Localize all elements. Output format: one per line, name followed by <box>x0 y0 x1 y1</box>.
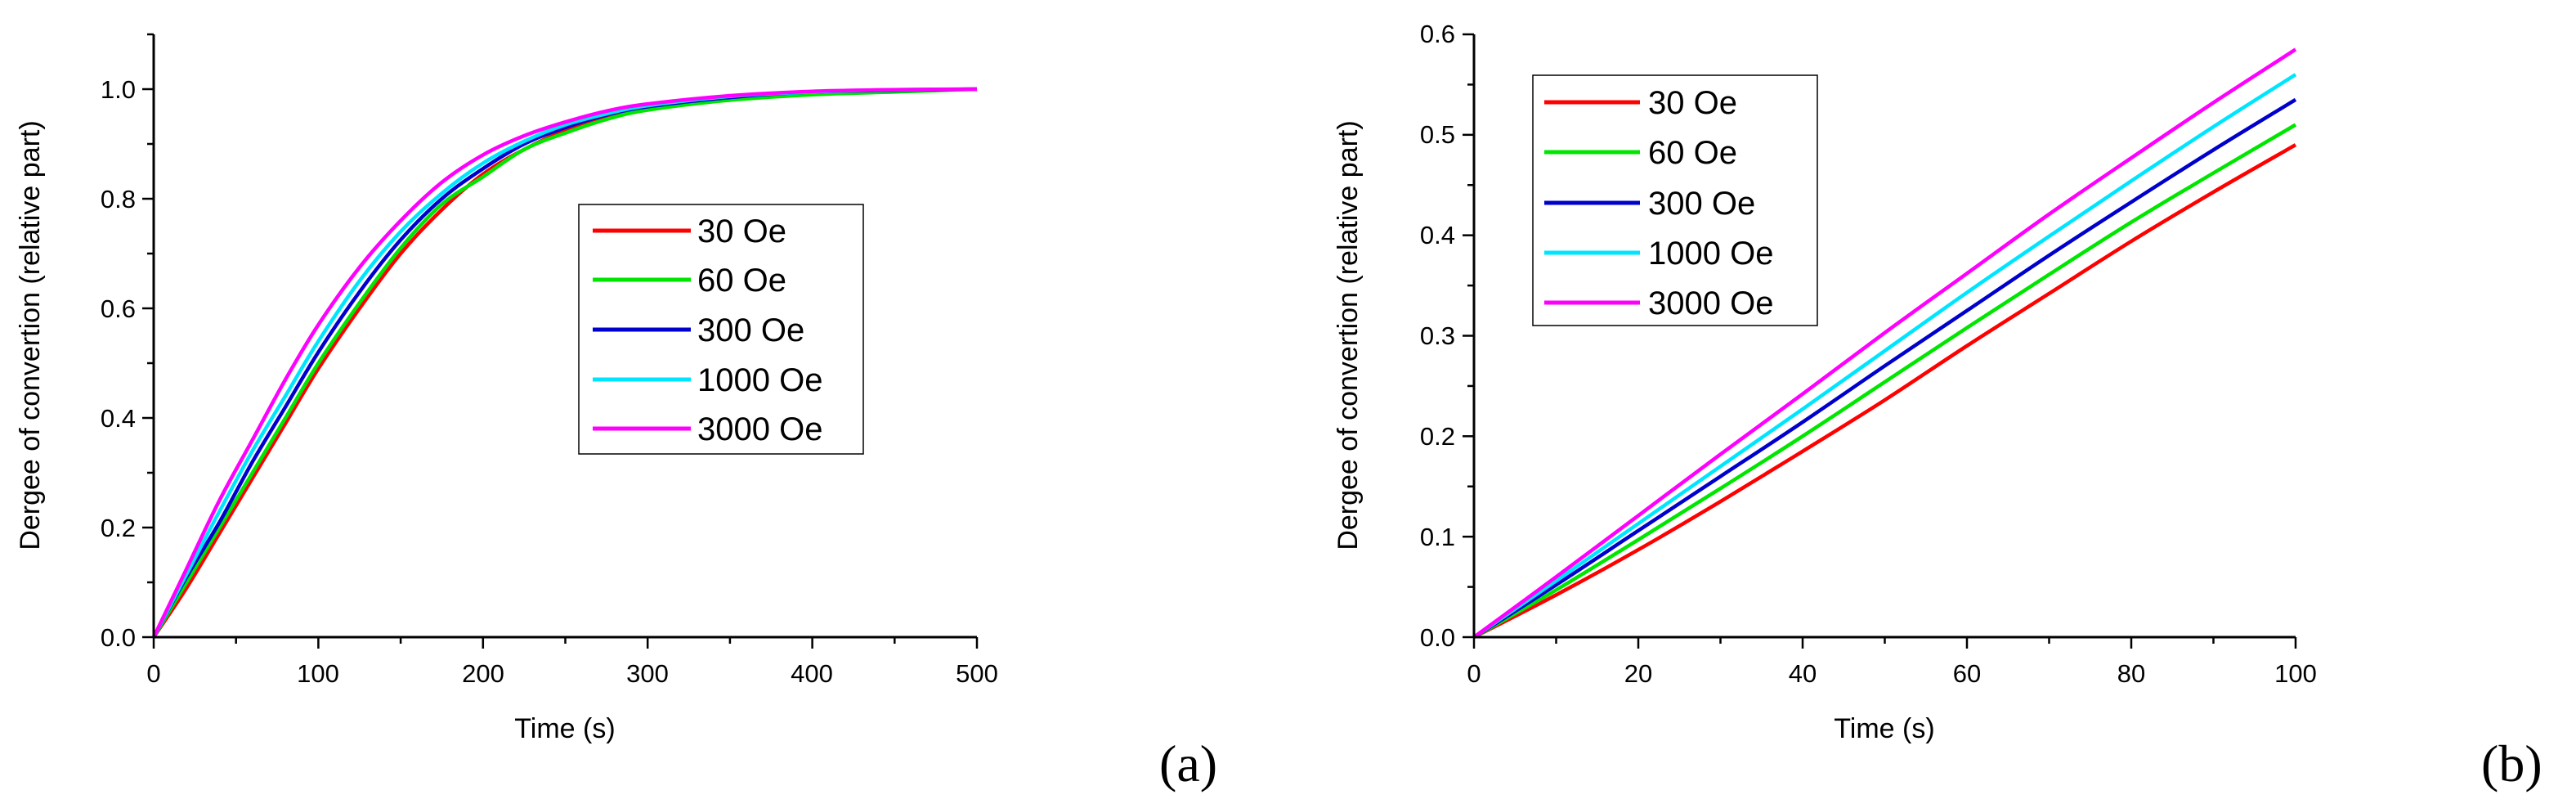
panel-b-x-axis-title: Time (s) <box>1834 713 1934 744</box>
panel-a-label: (a) <box>1159 734 1217 793</box>
panel-a: 0 100 200 300 400 500 0.0 0.2 0.4 0.6 0.… <box>15 33 1217 793</box>
panel-b-series-300-oe <box>1472 97 2297 639</box>
panel-b-y-tick-labels: 0.0 0.1 0.2 0.3 0.4 0.5 0.6 <box>1420 20 1455 652</box>
panel-b-label: (b) <box>2481 734 2542 793</box>
panel-a-legend-label-30: 30 Oe <box>697 213 786 249</box>
panel-a-y-tick-labels: 0.0 0.2 0.4 0.6 0.8 1.0 <box>101 75 136 652</box>
panel-a-legend-label-3000: 3000 Oe <box>697 411 822 447</box>
panel-b-x-tick-label: 60 <box>1953 659 1981 688</box>
panel-a-y-tick-label: 0.2 <box>101 514 136 542</box>
panel-b-series <box>1472 47 2297 640</box>
panel-b-y-tick-label: 0.5 <box>1420 120 1455 149</box>
panel-a-series <box>151 87 978 639</box>
panel-b-x-tick-label: 80 <box>2117 659 2145 688</box>
panel-b-y-tick-label: 0.4 <box>1420 221 1455 249</box>
panel-a-legend: 30 Oe 60 Oe 300 Oe 1000 Oe 3000 Oe <box>578 204 864 455</box>
panel-a-legend-label-1000: 1000 Oe <box>697 362 822 398</box>
panel-b-y-tick-label: 0.2 <box>1420 422 1455 451</box>
panel-a-y-tick-label: 0.0 <box>101 623 136 652</box>
panel-a-x-tick-label: 300 <box>626 659 669 688</box>
panel-a-x-tick-labels: 0 100 200 300 400 500 <box>146 659 997 688</box>
panel-b-y-tick-label: 0.6 <box>1420 20 1455 48</box>
panel-a-y-tick-label: 1.0 <box>101 75 136 104</box>
panel-a-y-axis-title: Dergee of convertion (relative part) <box>15 120 46 550</box>
panel-a-legend-label-60: 60 Oe <box>697 263 786 299</box>
panel-a-x-tick-label: 0 <box>146 659 160 688</box>
panel-a-x-axis-title: Time (s) <box>514 713 615 744</box>
panel-a-y-tick-label: 0.6 <box>101 294 136 323</box>
panel-a-series-60-oe <box>152 87 978 639</box>
panel-b-legend-label-3000: 3000 Oe <box>1648 285 1773 321</box>
panel-b-x-tick-label: 40 <box>1789 659 1817 688</box>
panel-b: 0 20 40 60 80 100 0.0 0.1 0.2 0.3 0.4 0.… <box>1333 20 2542 793</box>
panel-a-y-tick-label: 0.8 <box>101 185 136 213</box>
panel-a-series-3000-oe <box>151 87 978 638</box>
panel-b-legend-label-30: 30 Oe <box>1648 85 1737 121</box>
panel-b-legend-label-60: 60 Oe <box>1648 135 1737 171</box>
panel-b-y-tick-label: 0.1 <box>1420 523 1455 551</box>
panel-b-x-tick-label: 0 <box>1467 659 1481 688</box>
panel-b-x-tick-label: 100 <box>2274 659 2317 688</box>
panel-b-legend-label-300: 300 Oe <box>1648 186 1755 222</box>
panel-b-legend-box <box>1532 74 1818 326</box>
panel-a-x-tick-label: 100 <box>297 659 339 688</box>
panel-b-y-tick-label: 0.3 <box>1420 321 1455 350</box>
panel-b-x-tick-labels: 0 20 40 60 80 100 <box>1467 659 2316 688</box>
panel-b-series-30-oe <box>1472 143 2297 640</box>
panel-b-y-axis-title: Dergee of convertion (relative part) <box>1333 120 1364 550</box>
panel-b-ticks <box>1463 33 2297 649</box>
panel-b-y-tick-label: 0.0 <box>1420 623 1455 652</box>
panel-a-x-tick-label: 400 <box>791 659 833 688</box>
panel-b-series-60-oe <box>1472 123 2297 639</box>
panel-b-legend-label-1000: 1000 Oe <box>1648 236 1773 272</box>
panel-a-x-tick-label: 500 <box>956 659 998 688</box>
panel-a-y-tick-label: 0.4 <box>101 404 136 433</box>
panel-a-x-tick-label: 200 <box>462 659 504 688</box>
panel-b-series-3000-oe <box>1472 47 2297 639</box>
panel-b-series-1000-oe <box>1472 73 2297 639</box>
panel-a-legend-label-300: 300 Oe <box>697 312 804 348</box>
panel-b-x-tick-label: 20 <box>1624 659 1652 688</box>
panel-b-legend: 30 Oe 60 Oe 300 Oe 1000 Oe 3000 Oe <box>1532 74 1818 326</box>
